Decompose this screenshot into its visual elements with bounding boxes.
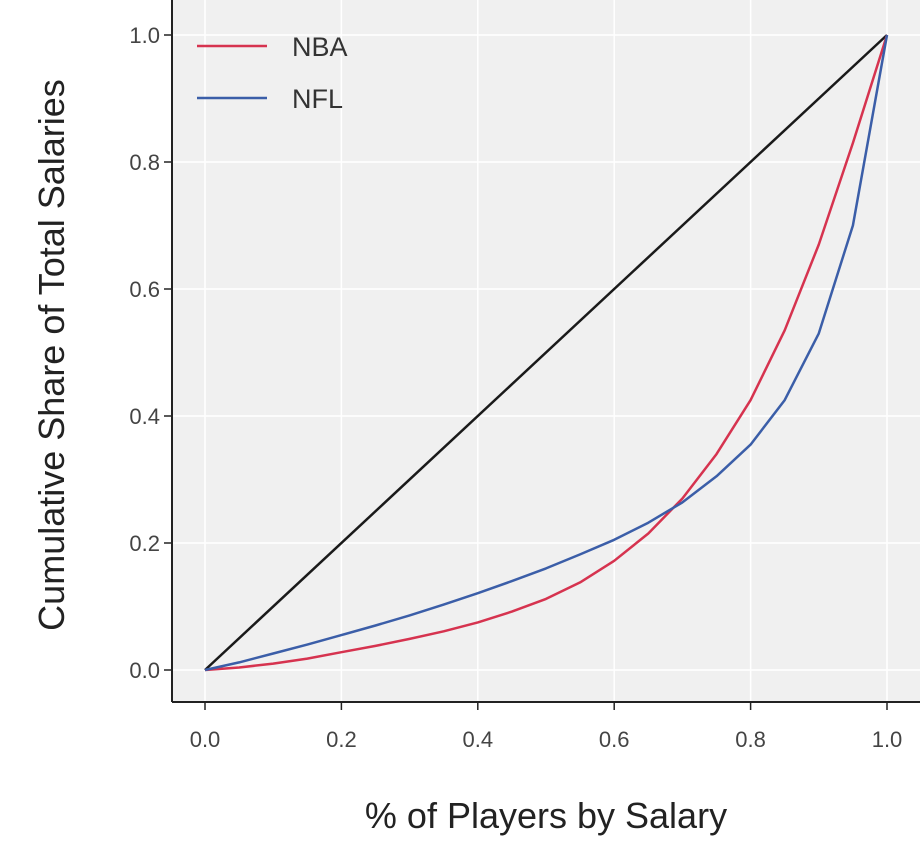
legend-label-nba: NBA xyxy=(292,32,348,62)
x-tick-label: 0.2 xyxy=(326,727,357,752)
y-tick-label: 0.0 xyxy=(129,658,160,683)
y-tick-label: 0.2 xyxy=(129,531,160,556)
y-tick-label: 0.8 xyxy=(129,150,160,175)
ticks: 0.0 0.2 0.4 0.6 0.8 1.0 0.0 0.2 0.4 0.6 0.8 1.0 xyxy=(129,23,902,752)
x-tick-label: 0.6 xyxy=(599,727,630,752)
series-lines xyxy=(204,34,889,672)
legend: NBA NFL xyxy=(197,32,348,114)
series-line-nfl xyxy=(204,34,889,672)
equality-line xyxy=(204,34,888,671)
x-tick-label: 0.4 xyxy=(463,727,494,752)
x-tick-label: 1.0 xyxy=(872,727,903,752)
x-axis-title: % of Players by Salary xyxy=(365,795,727,836)
x-tick-label: 0.0 xyxy=(190,727,221,752)
y-tick-label: 0.6 xyxy=(129,277,160,302)
y-tick-label: 1.0 xyxy=(129,23,160,48)
legend-label-nfl: NFL xyxy=(292,84,343,114)
series-line-nba xyxy=(204,34,889,672)
grid xyxy=(172,0,920,702)
x-tick-label: 0.8 xyxy=(735,727,766,752)
axes xyxy=(171,0,920,703)
y-tick-label: 0.4 xyxy=(129,404,160,429)
y-axis-title: Cumulative Share of Total Salaries xyxy=(31,79,72,631)
